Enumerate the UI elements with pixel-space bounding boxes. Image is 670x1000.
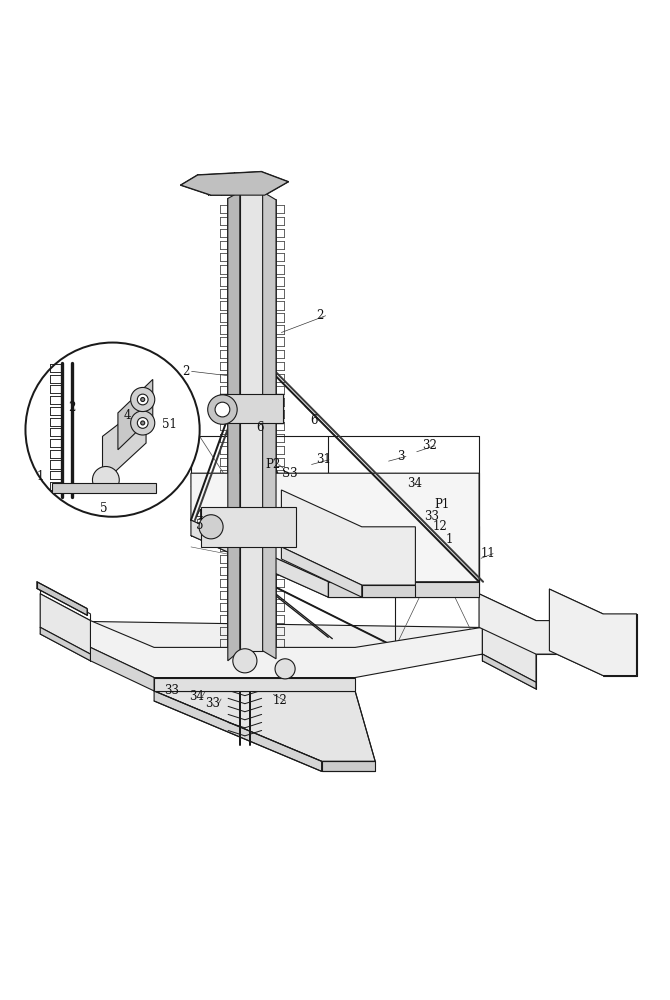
- Polygon shape: [201, 507, 296, 547]
- Polygon shape: [328, 582, 479, 597]
- Polygon shape: [281, 490, 415, 585]
- Text: 4: 4: [196, 509, 204, 522]
- Polygon shape: [40, 594, 90, 654]
- Circle shape: [131, 411, 155, 435]
- Text: 11: 11: [480, 547, 495, 560]
- Text: 2: 2: [68, 401, 76, 414]
- Circle shape: [275, 659, 295, 679]
- Circle shape: [131, 387, 155, 412]
- Text: 1: 1: [445, 533, 453, 546]
- Text: 12: 12: [432, 520, 447, 533]
- Polygon shape: [482, 624, 536, 682]
- Polygon shape: [118, 379, 153, 450]
- Polygon shape: [481, 617, 535, 652]
- Polygon shape: [90, 621, 482, 654]
- Text: 34: 34: [190, 690, 204, 703]
- Text: 33: 33: [424, 510, 439, 523]
- Polygon shape: [37, 582, 87, 615]
- Polygon shape: [103, 403, 146, 483]
- Polygon shape: [240, 192, 263, 651]
- Text: P1: P1: [435, 498, 450, 511]
- Polygon shape: [90, 647, 154, 691]
- Circle shape: [137, 394, 148, 405]
- Text: 5: 5: [196, 519, 204, 532]
- Text: 33: 33: [206, 697, 220, 710]
- Circle shape: [92, 466, 119, 493]
- Circle shape: [208, 395, 237, 424]
- Polygon shape: [90, 621, 482, 678]
- Polygon shape: [228, 192, 240, 661]
- Circle shape: [141, 397, 145, 402]
- Circle shape: [215, 402, 230, 417]
- Circle shape: [25, 343, 200, 517]
- Polygon shape: [479, 594, 556, 654]
- Text: 51: 51: [162, 418, 177, 431]
- Text: 6: 6: [256, 421, 264, 434]
- Text: 4: 4: [123, 409, 131, 422]
- Polygon shape: [52, 483, 156, 493]
- Text: 6: 6: [310, 414, 318, 427]
- Text: 3: 3: [397, 450, 405, 463]
- Text: 5: 5: [100, 502, 108, 515]
- Circle shape: [137, 418, 148, 428]
- Polygon shape: [322, 761, 375, 771]
- Text: 31: 31: [316, 453, 331, 466]
- Polygon shape: [281, 547, 362, 597]
- Polygon shape: [154, 678, 355, 691]
- Polygon shape: [154, 691, 322, 771]
- Text: 1: 1: [36, 470, 44, 483]
- Polygon shape: [191, 520, 328, 597]
- Polygon shape: [181, 172, 288, 195]
- Polygon shape: [154, 691, 375, 761]
- Text: 12: 12: [273, 694, 287, 708]
- Text: 32: 32: [422, 439, 437, 452]
- Circle shape: [199, 515, 223, 539]
- Text: 2: 2: [316, 309, 324, 322]
- Text: 33: 33: [164, 684, 179, 697]
- Polygon shape: [263, 192, 276, 659]
- Polygon shape: [191, 473, 479, 582]
- Polygon shape: [220, 394, 283, 423]
- Text: P2: P2: [266, 458, 281, 471]
- Polygon shape: [362, 585, 415, 597]
- Polygon shape: [482, 654, 536, 689]
- Circle shape: [233, 649, 257, 673]
- Polygon shape: [40, 627, 90, 661]
- Text: 34: 34: [407, 477, 422, 490]
- Text: 2: 2: [182, 365, 190, 378]
- Circle shape: [141, 421, 145, 425]
- Text: S3: S3: [281, 467, 297, 480]
- Polygon shape: [549, 589, 636, 676]
